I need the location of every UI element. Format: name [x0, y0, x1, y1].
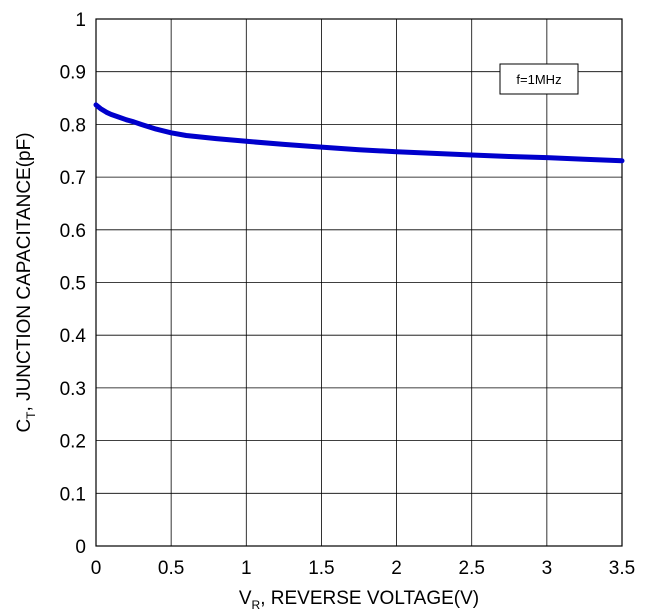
y-tick-label: 0.2: [60, 432, 86, 453]
y-tick-label: 0.3: [60, 379, 86, 400]
grid-lines: [95, 18, 623, 547]
x-tick-label: 1.5: [308, 558, 334, 579]
x-axis-label-main: V: [239, 588, 252, 609]
x-tick-label: 1: [241, 558, 252, 579]
y-axis-label: CT, JUNCTION CAPACITANCE(pF): [14, 132, 38, 432]
plot-frame: [95, 18, 623, 547]
y-tick-label: 0.9: [60, 63, 86, 84]
y-axis-label-rest: , JUNCTION CAPACITANCE(pF): [14, 132, 35, 411]
series-line: [93, 102, 625, 164]
y-tick-label: 0.4: [60, 326, 87, 347]
x-tick-label: 0: [91, 558, 102, 579]
x-axis-label: VR, REVERSE VOLTAGE(V): [239, 588, 479, 612]
y-axis-label-sub: T: [24, 411, 38, 419]
x-axis-label-sub: R: [252, 598, 261, 612]
x-tick-label: 3.5: [609, 558, 635, 579]
y-tick-labels: 0 0.1 0.2 0.3 0.4 0.5 0.6 0.7 0.8 0.9 1: [60, 10, 87, 558]
y-tick-label: 0.6: [60, 221, 86, 242]
y-tick-label: 0.5: [60, 274, 86, 295]
x-tick-label: 0.5: [158, 558, 184, 579]
x-tick-label: 3: [542, 558, 553, 579]
y-tick-label: 0.1: [60, 484, 86, 505]
x-tick-label: 2: [391, 558, 402, 579]
y-tick-label: 0: [75, 537, 86, 558]
x-tick-label: 2.5: [459, 558, 485, 579]
y-tick-label: 0.8: [60, 115, 86, 136]
x-axis-label-rest: , REVERSE VOLTAGE(V): [260, 588, 479, 609]
annotation-text: f=1MHz: [516, 72, 561, 87]
y-tick-label: 1: [75, 10, 86, 31]
annotation-box: [499, 63, 579, 95]
x-tick-labels: 0 0.5 1 1.5 2 2.5 3 3.5: [91, 558, 636, 579]
y-axis-label-main: C: [14, 419, 35, 433]
y-tick-label: 0.7: [60, 168, 86, 189]
frequency-annotation: f=1MHz: [499, 63, 579, 95]
